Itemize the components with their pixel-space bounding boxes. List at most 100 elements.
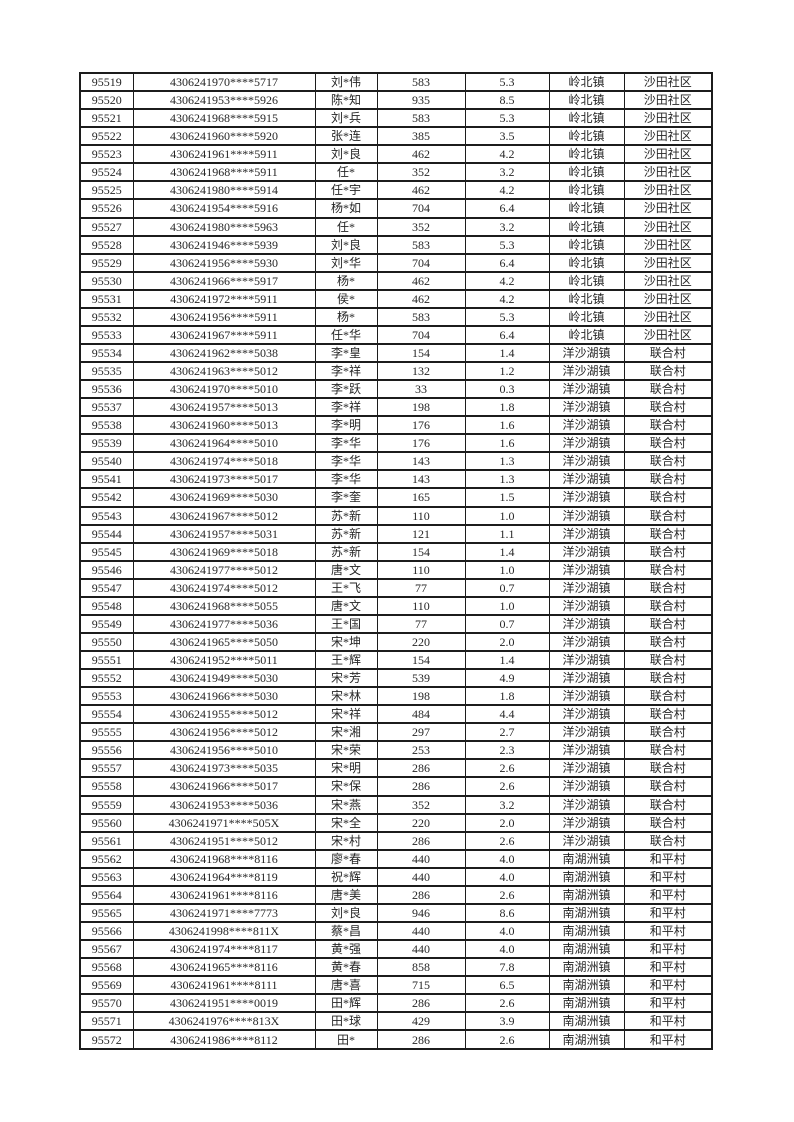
cell-village: 和平村 [623, 920, 713, 942]
cell-name: 陈*知 [314, 90, 378, 111]
cell-value-2: 1.4 [464, 342, 550, 364]
cell-row-no: 95549 [79, 613, 134, 634]
cell-value-1: 715 [376, 975, 466, 996]
cell-id-masked: 4306241953****5926 [132, 90, 316, 111]
cell-village: 沙田社区 [623, 126, 713, 147]
cell-id-masked: 4306241956****5012 [132, 722, 316, 743]
cell-value-1: 484 [376, 704, 466, 725]
cell-village: 联合村 [623, 830, 713, 851]
cell-value-2: 1.4 [464, 541, 550, 562]
table-row: 95544 4306241957****5031 苏*新 121 1.1 洋沙湖镇 联合村 [79, 523, 713, 544]
table-row: 95547 4306241974****5012 王*飞 77 0.7 洋沙湖镇 联合村 [79, 577, 713, 598]
cell-id-masked: 4306241966****5017 [132, 776, 316, 797]
table-row: 95542 4306241969****5030 李*奎 165 1.5 洋沙湖镇 联合村 [79, 487, 713, 508]
cell-row-no: 95567 [79, 938, 134, 960]
cell-value-1: 176 [376, 433, 466, 454]
cell-village: 联合村 [623, 613, 713, 634]
cell-value-1: 462 [376, 270, 466, 291]
cell-village: 联合村 [623, 631, 713, 653]
cell-village: 沙田社区 [623, 108, 713, 129]
cell-town: 南湖洲镇 [548, 902, 625, 923]
cell-value-1: 154 [376, 541, 466, 562]
cell-name: 宋*湘 [314, 722, 378, 743]
cell-name: 宋*全 [314, 812, 378, 833]
cell-village: 和平村 [623, 1011, 713, 1032]
cell-town: 洋沙湖镇 [548, 577, 625, 598]
cell-name: 杨*如 [314, 198, 378, 219]
cell-row-no: 95565 [79, 902, 134, 923]
cell-id-masked: 4306241968****8116 [132, 848, 316, 869]
cell-name: 张*连 [314, 126, 378, 147]
cell-name: 唐*文 [314, 595, 378, 616]
cell-id-masked: 4306241977****5012 [132, 559, 316, 580]
cell-village: 联合村 [623, 451, 713, 472]
cell-value-1: 583 [376, 234, 466, 255]
cell-town: 洋沙湖镇 [548, 379, 625, 400]
cell-row-no: 95569 [79, 975, 134, 996]
table-row: 95526 4306241954****5916 杨*如 704 6.4 岭北镇 沙田社区 [79, 198, 713, 219]
cell-row-no: 95536 [79, 379, 134, 400]
table-row: 95521 4306241968****5915 刘*兵 583 5.3 岭北镇 沙田社区 [79, 108, 713, 129]
cell-name: 宋*祥 [314, 704, 378, 725]
cell-name: 苏*新 [314, 541, 378, 562]
table-row: 95540 4306241974****5018 李*华 143 1.3 洋沙湖镇 联合村 [79, 451, 713, 472]
cell-name: 田*辉 [314, 993, 378, 1014]
cell-village: 沙田社区 [623, 162, 713, 183]
cell-value-1: 583 [376, 108, 466, 129]
cell-town: 南湖洲镇 [548, 975, 625, 996]
cell-town: 岭北镇 [548, 90, 625, 111]
cell-village: 沙田社区 [623, 216, 713, 237]
cell-village: 沙田社区 [623, 144, 713, 165]
cell-name: 李*华 [314, 433, 378, 454]
cell-value-2: 1.8 [464, 397, 550, 418]
cell-name: 苏*新 [314, 523, 378, 544]
cell-value-1: 77 [376, 577, 466, 598]
cell-value-2: 4.2 [464, 270, 550, 291]
cell-value-2: 2.0 [464, 631, 550, 653]
cell-village: 联合村 [623, 379, 713, 400]
cell-name: 宋*林 [314, 686, 378, 707]
cell-value-2: 2.6 [464, 884, 550, 905]
cell-row-no: 95542 [79, 487, 134, 508]
cell-id-masked: 4306241972****5911 [132, 288, 316, 309]
cell-value-2: 4.0 [464, 938, 550, 960]
table-row: 95529 4306241956****5930 刘*华 704 6.4 岭北镇 沙田社区 [79, 252, 713, 273]
cell-row-no: 95543 [79, 505, 134, 526]
cell-value-2: 3.5 [464, 126, 550, 147]
cell-village: 和平村 [623, 902, 713, 923]
cell-value-1: 462 [376, 180, 466, 201]
cell-name: 侯* [314, 288, 378, 309]
cell-village: 联合村 [623, 433, 713, 454]
table-row: 95562 4306241968****8116 廖*春 440 4.0 南湖洲镇 和平村 [79, 848, 713, 869]
cell-village: 联合村 [623, 397, 713, 418]
cell-value-1: 704 [376, 324, 466, 345]
cell-town: 洋沙湖镇 [548, 704, 625, 725]
cell-value-2: 6.5 [464, 975, 550, 996]
cell-value-1: 165 [376, 487, 466, 508]
cell-value-2: 2.6 [464, 758, 550, 779]
cell-id-masked: 4306241966****5030 [132, 686, 316, 707]
table-row: 95549 4306241977****5036 王*国 77 0.7 洋沙湖镇 联合村 [79, 613, 713, 634]
cell-value-1: 286 [376, 758, 466, 779]
cell-town: 洋沙湖镇 [548, 631, 625, 653]
cell-name: 任* [314, 162, 378, 183]
table-row: 95552 4306241949****5030 宋*芳 539 4.9 洋沙湖镇 联合村 [79, 668, 713, 689]
cell-name: 宋*燕 [314, 794, 378, 815]
cell-row-no: 95552 [79, 668, 134, 689]
cell-village: 沙田社区 [623, 324, 713, 345]
cell-name: 杨* [314, 270, 378, 291]
cell-village: 和平村 [623, 866, 713, 887]
cell-town: 岭北镇 [548, 324, 625, 345]
table-row: 95572 4306241986****8112 田* 286 2.6 南湖洲镇 和平村 [79, 1029, 713, 1050]
cell-value-1: 286 [376, 776, 466, 797]
table-row: 95536 4306241970****5010 李*跃 33 0.3 洋沙湖镇 联合村 [79, 379, 713, 400]
cell-name: 刘*良 [314, 902, 378, 923]
cell-id-masked: 4306241961****8116 [132, 884, 316, 905]
table-row: 95558 4306241966****5017 宋*保 286 2.6 洋沙湖镇 联合村 [79, 776, 713, 797]
cell-id-masked: 4306241961****5911 [132, 144, 316, 165]
table-row: 95567 4306241974****8117 黄*强 440 4.0 南湖洲镇 和平村 [79, 938, 713, 960]
cell-row-no: 95521 [79, 108, 134, 129]
cell-name: 刘*华 [314, 252, 378, 273]
cell-row-no: 95564 [79, 884, 134, 905]
cell-town: 洋沙湖镇 [548, 812, 625, 833]
